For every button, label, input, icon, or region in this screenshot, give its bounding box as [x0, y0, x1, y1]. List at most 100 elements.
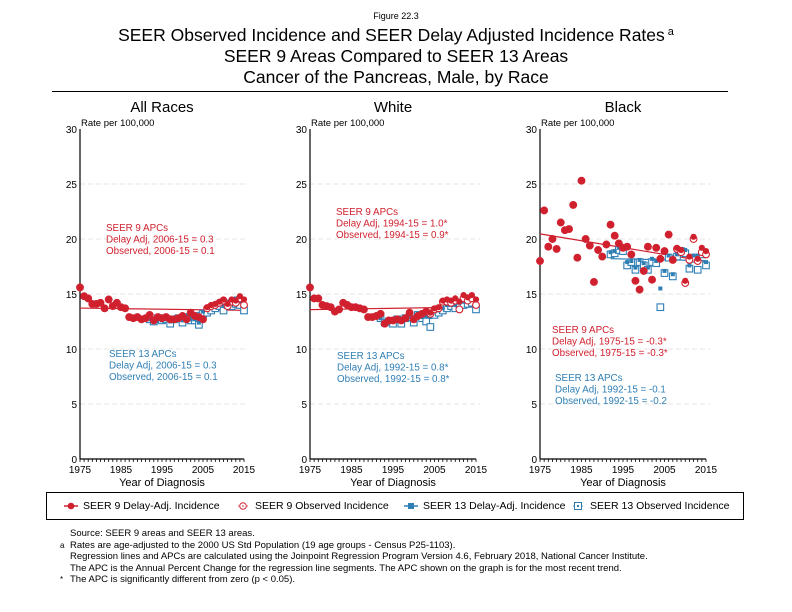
seer9-delay-point: [678, 246, 685, 254]
seer9-delay-point: [435, 304, 442, 311]
x-tick-label: 1995: [151, 465, 174, 476]
seer9-delay-point: [76, 284, 84, 291]
seer9-delay-point: [648, 276, 656, 283]
seer9-apc-heading: SEER 9 APCs: [106, 223, 168, 234]
seer9-delay-point: [686, 253, 693, 260]
title-footnote-marker: a: [667, 26, 674, 38]
title-divider: [52, 91, 728, 92]
panel-title: All Races: [130, 99, 193, 116]
seer9-delay-point: [698, 244, 705, 251]
footnote-a-line-2: Regression lines and APCs are calculated…: [70, 551, 648, 562]
seer9-apc-delay: Delay Adj, 1975-15 = -0.3*: [552, 337, 667, 348]
y-tick-label: 25: [296, 180, 308, 191]
seer9-delay-point: [632, 277, 639, 284]
seer9-delay-point: [590, 278, 598, 285]
seer9-delay-point: [570, 201, 577, 208]
seer9-delay-point: [653, 244, 660, 251]
seer13-delay-point: [666, 253, 671, 258]
x-tick-label: 1975: [69, 465, 92, 476]
seer13-delay-point: [147, 317, 152, 322]
y-tick-label: 15: [296, 290, 308, 301]
seer13-delay-point: [625, 260, 630, 265]
seer13-observed-point: [656, 303, 665, 312]
y-tick-label: 20: [66, 235, 78, 246]
seer9-delay-point: [199, 316, 207, 323]
x-tick-label: 1995: [382, 465, 405, 476]
panel-title: Black: [605, 99, 642, 116]
y-tick-label: 10: [66, 345, 78, 356]
seer13-delay-point: [221, 304, 226, 309]
seer9-delay-point: [578, 177, 585, 184]
seer9-delay-point: [694, 255, 701, 262]
source-note: Source: SEER 9 areas and SEER 13 areas.: [70, 528, 255, 539]
seer13-delay-point: [687, 263, 692, 268]
seer9-apc-delay: Delay Adj, 1994-15 = 1.0*: [336, 219, 448, 230]
seer9-delay-point: [456, 298, 463, 305]
footnote-star: * The APC is significantly different from…: [60, 574, 296, 586]
footnote-star-text: The APC is significantly different from …: [70, 574, 296, 585]
seer9-delay-point: [702, 248, 710, 255]
footnote-a-line-3: The APC is the Annual Percent Change for…: [70, 562, 622, 574]
seer13-delay-point: [674, 252, 679, 257]
y-tick-label: 20: [526, 235, 538, 246]
seer9-delay-point: [406, 309, 413, 316]
seer13-delay-point: [201, 309, 205, 314]
seer9-delay-point: [232, 297, 239, 304]
y-axis-label: Rate per 100,000: [311, 118, 384, 129]
seer13-observed-point: [422, 317, 431, 326]
seer13-apc-heading: SEER 13 APCs: [109, 349, 177, 360]
seer9-delay-point: [224, 300, 231, 307]
seer13-apc-delay: Delay Adj, 2006-15 = 0.3: [109, 361, 217, 372]
seer9-delay-point: [360, 306, 368, 313]
seer13-delay-point: [453, 303, 458, 307]
seer13-apc-delay: Delay Adj, 1992-15 = 0.8*: [337, 363, 449, 374]
legend-label: SEER 13 Delay-Adj. Incidence: [423, 500, 566, 512]
seer9-observed-point: [240, 301, 248, 309]
seer9-delay-point: [628, 251, 635, 258]
seer13-delay-point: [658, 286, 663, 291]
x-tick-label: 1995: [612, 465, 635, 476]
filled-circle-line-icon: [63, 501, 79, 511]
y-tick-label: 10: [526, 345, 538, 356]
legend-label: SEER 9 Delay-Adj. Incidence: [83, 500, 220, 512]
seer13-apc-observed: Observed, 2006-15 = 0.1: [109, 372, 218, 383]
seer9-delay-point: [669, 256, 676, 263]
y-tick-label: 30: [66, 125, 78, 136]
legend-label: SEER 13 Observed Incidence: [590, 500, 730, 512]
seer9-delay-point: [553, 245, 560, 252]
seer13-apc-heading: SEER 13 APCs: [555, 373, 623, 384]
x-tick-label: 1985: [340, 465, 363, 476]
seer9-apc-observed: Observed, 1994-15 = 0.9*: [336, 230, 449, 241]
seer9-delay-point: [615, 240, 622, 247]
seer9-delay-point: [595, 246, 602, 254]
seer13-delay-point: [683, 248, 688, 252]
seer9-delay-point: [472, 296, 480, 303]
seer9-delay-point: [624, 243, 631, 250]
seer9-delay-point: [410, 316, 417, 323]
seer13-delay-point: [670, 272, 675, 277]
x-tick-label: 2005: [423, 465, 446, 476]
x-axis-label: Year of Diagnosis: [350, 477, 436, 489]
seer13-delay-point: [180, 318, 185, 323]
seer9-delay-point: [315, 295, 322, 302]
seer13-delay-point: [196, 320, 201, 325]
legend-item-seer13-observed: SEER 13 Observed Incidence: [570, 500, 730, 512]
y-tick-label: 5: [301, 400, 307, 411]
seer9-delay-point: [335, 306, 343, 313]
y-tick-label: 25: [66, 180, 78, 191]
seer9-observed-point: [455, 305, 464, 314]
seer9-delay-point: [586, 242, 593, 249]
y-tick-label: 10: [296, 345, 308, 356]
seer9-delay-point: [220, 296, 227, 303]
seer13-delay-point: [424, 314, 429, 318]
hollow-square-icon: [570, 501, 586, 511]
seer13-delay-point: [378, 316, 383, 321]
panel-title: White: [374, 99, 412, 116]
seer9-delay-point: [549, 235, 556, 243]
seer9-delay-point: [183, 316, 190, 323]
seer9-delay-point: [122, 305, 129, 312]
seer9-delay-point: [85, 295, 92, 302]
seer9-delay-point: [377, 310, 384, 317]
seer9-delay-point: [101, 305, 108, 312]
y-tick-label: 20: [296, 235, 308, 246]
